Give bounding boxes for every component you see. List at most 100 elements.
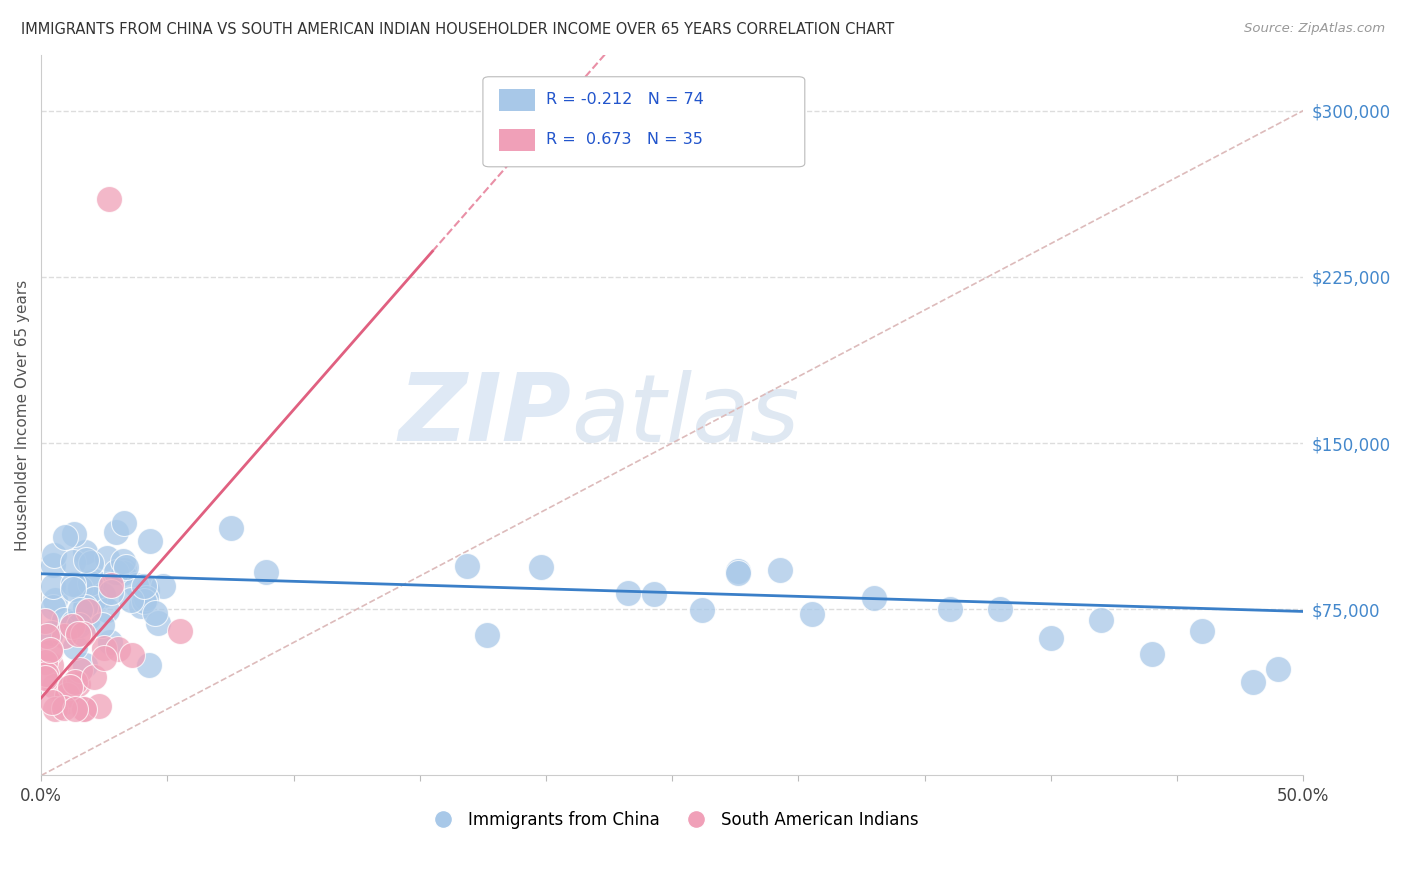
Point — [83, 591, 105, 606]
Point — [96, 603, 118, 617]
Point — [35, 630, 58, 644]
Point — [65, 675, 87, 690]
Point — [727, 566, 749, 581]
Point — [79, 576, 101, 591]
Point — [146, 615, 169, 630]
Point — [104, 565, 127, 579]
Point — [114, 560, 136, 574]
Point — [72, 702, 94, 716]
Point — [63, 527, 86, 541]
FancyBboxPatch shape — [482, 77, 804, 167]
Text: R =  0.673   N = 35: R = 0.673 N = 35 — [546, 132, 703, 147]
Point — [39, 625, 62, 640]
Point — [52, 613, 75, 627]
Point — [93, 588, 115, 602]
Point — [76, 611, 98, 625]
Point — [34, 671, 56, 685]
Point — [93, 651, 115, 665]
Point — [93, 641, 115, 656]
Text: ZIP: ZIP — [398, 369, 571, 461]
Point — [62, 555, 84, 569]
Y-axis label: Householder Income Over 65 years: Householder Income Over 65 years — [15, 280, 30, 551]
Text: atlas: atlas — [571, 370, 800, 461]
Point — [939, 602, 962, 616]
Point — [56, 689, 79, 703]
Point — [69, 663, 91, 677]
Point — [66, 677, 89, 691]
Point — [39, 658, 62, 673]
Point — [143, 607, 166, 621]
Point — [120, 592, 142, 607]
Point — [219, 520, 242, 534]
Point — [70, 613, 93, 627]
Point — [62, 576, 84, 591]
Point — [96, 550, 118, 565]
Point — [112, 566, 135, 580]
Point — [107, 642, 129, 657]
Point — [77, 604, 100, 618]
Point — [62, 582, 84, 597]
Point — [135, 591, 157, 605]
Point — [44, 702, 66, 716]
Point — [136, 583, 159, 598]
Point — [60, 619, 83, 633]
Point — [1191, 624, 1213, 639]
Point — [39, 643, 62, 657]
Point — [53, 629, 76, 643]
Point — [1140, 647, 1163, 661]
Text: R = -0.212   N = 74: R = -0.212 N = 74 — [546, 92, 704, 106]
Point — [152, 579, 174, 593]
Point — [34, 666, 56, 681]
Point — [100, 578, 122, 592]
Point — [59, 680, 82, 694]
Point — [105, 524, 128, 539]
Point — [134, 594, 156, 608]
Point — [34, 614, 56, 628]
Point — [62, 615, 84, 630]
Point — [42, 558, 65, 572]
Point — [75, 553, 97, 567]
Point — [44, 593, 66, 607]
Point — [41, 579, 63, 593]
Point — [69, 581, 91, 595]
Point — [53, 530, 76, 544]
Point — [72, 627, 94, 641]
Point — [53, 695, 76, 709]
Point — [690, 603, 713, 617]
Point — [73, 545, 96, 559]
Point — [69, 602, 91, 616]
Point — [65, 702, 87, 716]
Bar — [499, 129, 534, 151]
Point — [138, 657, 160, 672]
Point — [254, 565, 277, 579]
Point — [63, 640, 86, 654]
Point — [112, 516, 135, 530]
Point — [91, 618, 114, 632]
Point — [73, 593, 96, 607]
Point — [83, 574, 105, 589]
Point — [112, 553, 135, 567]
Point — [643, 587, 665, 601]
Point — [38, 645, 60, 659]
Point — [41, 695, 63, 709]
Point — [98, 635, 121, 649]
Point — [475, 628, 498, 642]
Point — [42, 679, 65, 693]
Point — [112, 564, 135, 578]
Point — [34, 655, 56, 669]
Point — [727, 565, 749, 579]
Point — [41, 599, 63, 614]
Legend: Immigrants from China, South American Indians: Immigrants from China, South American In… — [419, 805, 925, 836]
Bar — [499, 89, 534, 111]
Point — [530, 560, 553, 574]
Point — [863, 591, 886, 606]
Point — [52, 701, 75, 715]
Point — [75, 600, 97, 615]
Point — [169, 624, 191, 639]
Point — [129, 599, 152, 613]
Point — [67, 617, 90, 632]
Point — [1090, 613, 1112, 627]
Point — [134, 579, 156, 593]
Point — [75, 657, 97, 672]
Point — [80, 556, 103, 570]
